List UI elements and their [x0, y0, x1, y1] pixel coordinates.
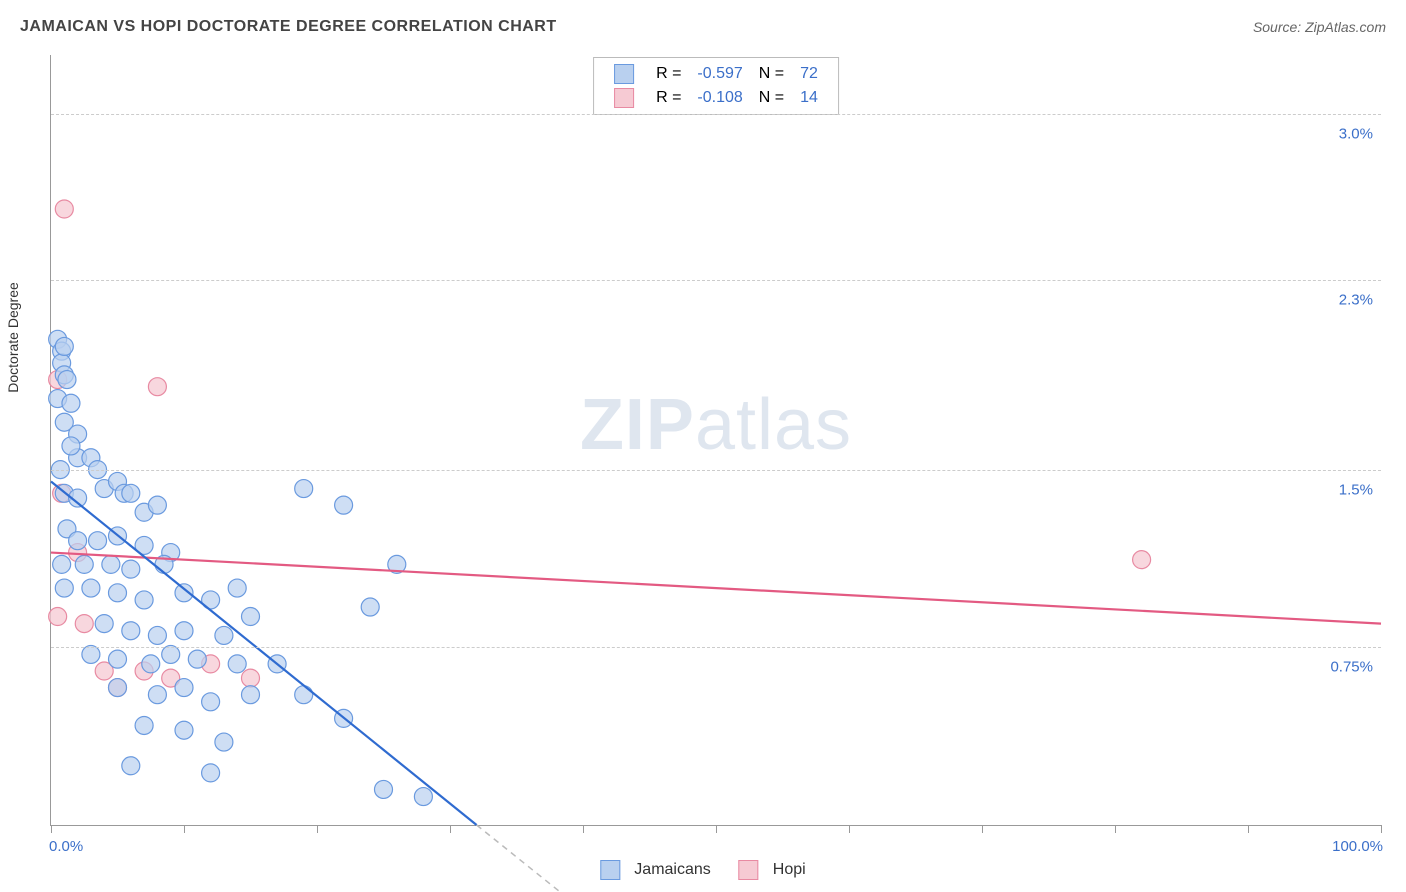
- data-point: [361, 598, 379, 616]
- x-tick: [583, 825, 584, 833]
- data-point: [228, 655, 246, 673]
- legend-item-hopi: Hopi: [739, 860, 806, 880]
- data-point: [295, 480, 313, 498]
- trend-line: [477, 825, 583, 892]
- gridline: [51, 647, 1381, 648]
- data-point: [335, 496, 353, 514]
- data-point: [55, 200, 73, 218]
- data-point: [102, 555, 120, 573]
- gridline: [51, 470, 1381, 471]
- data-point: [202, 693, 220, 711]
- data-point: [242, 669, 260, 687]
- y-axis-title: Doctorate Degree: [5, 282, 21, 393]
- plot-area: Doctorate Degree ZIPatlas R = -0.597 N =…: [50, 55, 1381, 826]
- data-point: [82, 579, 100, 597]
- data-point: [148, 626, 166, 644]
- data-point: [414, 788, 432, 806]
- x-tick: [450, 825, 451, 833]
- source-attribution: Source: ZipAtlas.com: [1253, 19, 1386, 35]
- data-point: [53, 555, 71, 573]
- x-label-min: 0.0%: [49, 838, 83, 855]
- y-tick-label: 2.3%: [1339, 292, 1373, 309]
- x-tick: [184, 825, 185, 833]
- data-point: [242, 686, 260, 704]
- x-label-max: 100.0%: [1332, 838, 1383, 855]
- data-point: [55, 579, 73, 597]
- legend-item-jamaicans: Jamaicans: [600, 860, 710, 880]
- y-tick-label: 1.5%: [1339, 481, 1373, 498]
- chart-title: JAMAICAN VS HOPI DOCTORATE DEGREE CORREL…: [20, 18, 557, 36]
- data-point: [122, 484, 140, 502]
- x-tick: [1115, 825, 1116, 833]
- data-point: [242, 608, 260, 626]
- data-point: [49, 608, 67, 626]
- data-point: [135, 591, 153, 609]
- data-point: [1133, 551, 1151, 569]
- data-point: [58, 371, 76, 389]
- data-point: [69, 532, 87, 550]
- data-point: [142, 655, 160, 673]
- x-tick: [1381, 825, 1382, 833]
- data-point: [215, 626, 233, 644]
- data-point: [215, 733, 233, 751]
- data-point: [148, 496, 166, 514]
- data-point: [228, 579, 246, 597]
- data-point: [55, 337, 73, 355]
- data-point: [375, 780, 393, 798]
- data-point: [135, 716, 153, 734]
- data-point: [95, 615, 113, 633]
- x-tick: [317, 825, 318, 833]
- gridline: [51, 114, 1381, 115]
- data-point: [62, 394, 80, 412]
- data-point: [202, 764, 220, 782]
- data-point: [148, 686, 166, 704]
- data-point: [188, 650, 206, 668]
- x-tick: [1248, 825, 1249, 833]
- swatch-hopi-icon: [739, 860, 759, 880]
- data-point: [122, 757, 140, 775]
- data-point: [122, 560, 140, 578]
- x-tick: [982, 825, 983, 833]
- data-point: [109, 679, 127, 697]
- scatter-svg: [51, 55, 1381, 825]
- swatch-jamaicans-icon: [600, 860, 620, 880]
- data-point: [175, 721, 193, 739]
- data-point: [75, 555, 93, 573]
- data-point: [148, 378, 166, 396]
- x-tick: [51, 825, 52, 833]
- data-point: [109, 584, 127, 602]
- y-tick-label: 0.75%: [1330, 659, 1373, 676]
- data-point: [175, 679, 193, 697]
- gridline: [51, 280, 1381, 281]
- x-tick: [849, 825, 850, 833]
- y-tick-label: 3.0%: [1339, 126, 1373, 143]
- data-point: [109, 650, 127, 668]
- data-point: [295, 686, 313, 704]
- data-point: [89, 532, 107, 550]
- data-point: [175, 622, 193, 640]
- data-point: [62, 437, 80, 455]
- data-point: [75, 615, 93, 633]
- series-legend: Jamaicans Hopi: [600, 860, 805, 880]
- x-tick: [716, 825, 717, 833]
- data-point: [122, 622, 140, 640]
